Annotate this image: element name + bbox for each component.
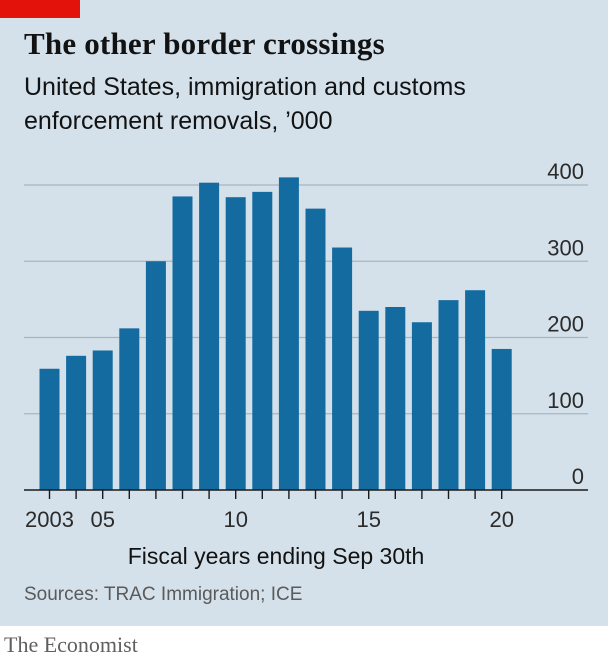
x-axis-title: Fiscal years ending Sep 30th bbox=[128, 543, 425, 569]
bar-2007 bbox=[145, 261, 166, 490]
bar-2012 bbox=[278, 177, 299, 490]
bar-2013 bbox=[305, 208, 326, 490]
bar-2018 bbox=[438, 300, 459, 490]
y-tick-label-100: 100 bbox=[547, 388, 584, 413]
x-tick-label-2020: 20 bbox=[489, 507, 513, 532]
source-note: Sources: TRAC Immigration; ICE bbox=[24, 584, 303, 605]
bar-2004 bbox=[66, 355, 87, 490]
bar-2006 bbox=[119, 328, 140, 490]
publisher-brand: The Economist bbox=[4, 632, 138, 657]
x-tick-label-2003: 2003 bbox=[25, 507, 74, 532]
bar-2009 bbox=[199, 182, 220, 490]
bar-2016 bbox=[385, 307, 406, 490]
x-tick-label-2015: 15 bbox=[356, 507, 380, 532]
chart-title: The other border crossings bbox=[24, 26, 385, 61]
bar-2014 bbox=[332, 247, 353, 490]
y-tick-label-400: 400 bbox=[547, 160, 584, 184]
y-tick-label-200: 200 bbox=[547, 312, 584, 337]
bar-chart: 0 100 200 300 400 2003 05 10 15 20 Fiscal years en… bbox=[24, 160, 588, 569]
bar-2008 bbox=[172, 196, 193, 490]
bar-2020 bbox=[491, 348, 512, 490]
bar-2011 bbox=[252, 191, 273, 491]
bar-2005 bbox=[92, 350, 113, 490]
bar-2015 bbox=[358, 310, 379, 490]
bar-2019 bbox=[465, 290, 486, 490]
x-tick-label-2010: 10 bbox=[223, 507, 247, 532]
bar-2017 bbox=[411, 322, 432, 490]
y-tick-label-300: 300 bbox=[547, 235, 584, 260]
brand-red-tag bbox=[0, 0, 80, 18]
x-tick-label-2005: 05 bbox=[90, 507, 114, 532]
bar-2010 bbox=[225, 197, 246, 490]
y-tick-label-0: 0 bbox=[572, 464, 584, 489]
bar-2003 bbox=[39, 368, 60, 490]
chart-subtitle: United States, immigration and customs e… bbox=[24, 73, 466, 135]
chart-panel bbox=[0, 0, 608, 626]
